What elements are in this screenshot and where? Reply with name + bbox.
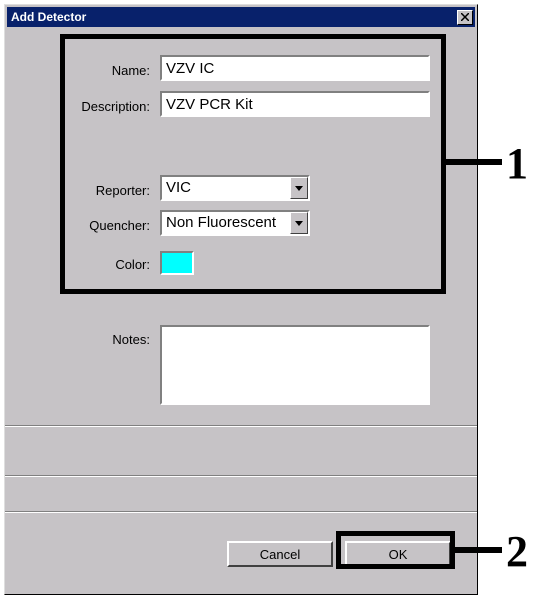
name-label: Name: bbox=[5, 63, 150, 78]
quencher-dropdown-button[interactable] bbox=[290, 212, 308, 234]
callout-number-1: 1 bbox=[506, 138, 528, 189]
close-button[interactable] bbox=[457, 10, 473, 25]
reporter-dropdown-button[interactable] bbox=[290, 177, 308, 199]
reporter-combo[interactable]: VIC bbox=[160, 175, 310, 201]
reporter-label: Reporter: bbox=[5, 183, 150, 198]
notes-textarea[interactable] bbox=[160, 325, 430, 405]
name-input[interactable] bbox=[160, 55, 430, 81]
quencher-value: Non Fluorescent bbox=[162, 212, 290, 234]
ok-button-label: OK bbox=[389, 547, 408, 562]
chevron-down-icon bbox=[295, 221, 303, 226]
description-input[interactable] bbox=[160, 91, 430, 117]
description-label: Description: bbox=[5, 99, 150, 114]
callout-number-2: 2 bbox=[506, 526, 528, 577]
add-detector-window: Add Detector Name: Description: Reporter… bbox=[4, 4, 478, 595]
close-icon bbox=[461, 13, 469, 21]
ok-button[interactable]: OK bbox=[345, 541, 451, 567]
separator bbox=[5, 425, 477, 427]
notes-label: Notes: bbox=[5, 332, 150, 347]
window-title: Add Detector bbox=[11, 10, 86, 24]
color-label: Color: bbox=[5, 257, 150, 272]
cancel-button-label: Cancel bbox=[260, 547, 300, 562]
reporter-value: VIC bbox=[162, 177, 290, 199]
titlebar: Add Detector bbox=[7, 7, 475, 27]
cancel-button[interactable]: Cancel bbox=[227, 541, 333, 567]
color-swatch[interactable] bbox=[160, 251, 194, 275]
separator bbox=[5, 475, 477, 477]
chevron-down-icon bbox=[295, 186, 303, 191]
separator bbox=[5, 511, 477, 513]
quencher-label: Quencher: bbox=[5, 218, 150, 233]
quencher-combo[interactable]: Non Fluorescent bbox=[160, 210, 310, 236]
